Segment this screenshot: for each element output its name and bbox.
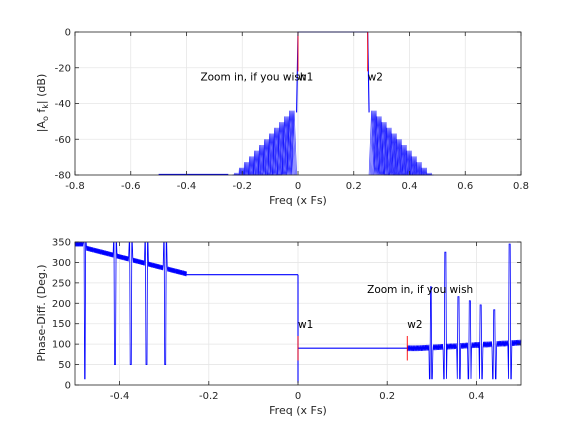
- y-tick-label: -80: [55, 171, 71, 182]
- phase-line-left: [74, 241, 187, 380]
- y-tick-label: 200: [52, 299, 71, 310]
- phase-annotation-w1: w1: [298, 319, 313, 331]
- x-tick-label: -0.2: [232, 181, 252, 192]
- y-tick-label: 300: [52, 258, 71, 269]
- phase-data: [74, 241, 522, 383]
- x-tick-label: -0.6: [121, 181, 141, 192]
- x-tick-label: 0.2: [346, 181, 362, 192]
- y-tick-label: 50: [58, 360, 71, 371]
- phase-x-axis-label: Freq (x Fs): [269, 404, 327, 417]
- x-tick-label: 0.6: [457, 181, 473, 192]
- y-tick-label: -60: [55, 135, 71, 146]
- y-tick-label: 150: [52, 319, 71, 330]
- x-tick-label: 0: [295, 391, 301, 402]
- magnitude-ticks: -0.8 -0.6 -0.4 -0.2 0 0.2 0.4 0.6 0.8 0 -20 -40 -60 -…: [55, 28, 529, 193]
- x-tick-label: -0.4: [177, 181, 197, 192]
- phase-y-axis-label: Phase-Diff. (Deg.): [35, 264, 48, 361]
- x-tick-label: 0.2: [379, 391, 395, 402]
- phase-annotation-w2: w2: [407, 319, 422, 331]
- magnitude-y-axis-label: |Ao fk| (dB): [35, 74, 50, 132]
- x-tick-label: 0.4: [468, 391, 484, 402]
- magnitude-annotation-zoom: Zoom in, if you wish: [200, 71, 306, 83]
- phase-ticks: -0.4 -0.2 0 0.2 0.4 0 50 100 150 200 250 300 350: [52, 238, 521, 402]
- x-tick-label: -0.2: [199, 391, 219, 402]
- y-tick-label: -40: [55, 99, 71, 110]
- x-tick-label: 0.8: [513, 181, 529, 192]
- x-tick-label: -0.8: [65, 181, 85, 192]
- x-tick-label: 0: [295, 181, 301, 192]
- y-tick-label: 100: [52, 340, 71, 351]
- magnitude-annotation-w1: w1: [298, 71, 313, 83]
- y-tick-label: 250: [52, 278, 71, 289]
- y-tick-label: 0: [65, 381, 71, 392]
- y-tick-label: 0: [65, 28, 71, 39]
- magnitude-x-axis-label: Freq (x Fs): [269, 194, 327, 207]
- x-tick-label: 0.4: [402, 181, 418, 192]
- phase-axes: -0.4 -0.2 0 0.2 0.4 0 50 100 150 200 250 300 350 Fre…: [35, 238, 522, 417]
- y-tick-label: -20: [55, 63, 71, 74]
- phase-line-right: [406, 243, 522, 380]
- phase-annotation-zoom: Zoom in, if you wish: [367, 284, 473, 296]
- y-tick-label: 350: [52, 238, 71, 249]
- magnitude-annotation-w2: w2: [368, 71, 383, 83]
- x-tick-label: -0.4: [110, 391, 130, 402]
- magnitude-axes: -0.8 -0.6 -0.4 -0.2 0 0.2 0.4 0.6 0.8 0 -20 -40 -60 -…: [35, 28, 529, 208]
